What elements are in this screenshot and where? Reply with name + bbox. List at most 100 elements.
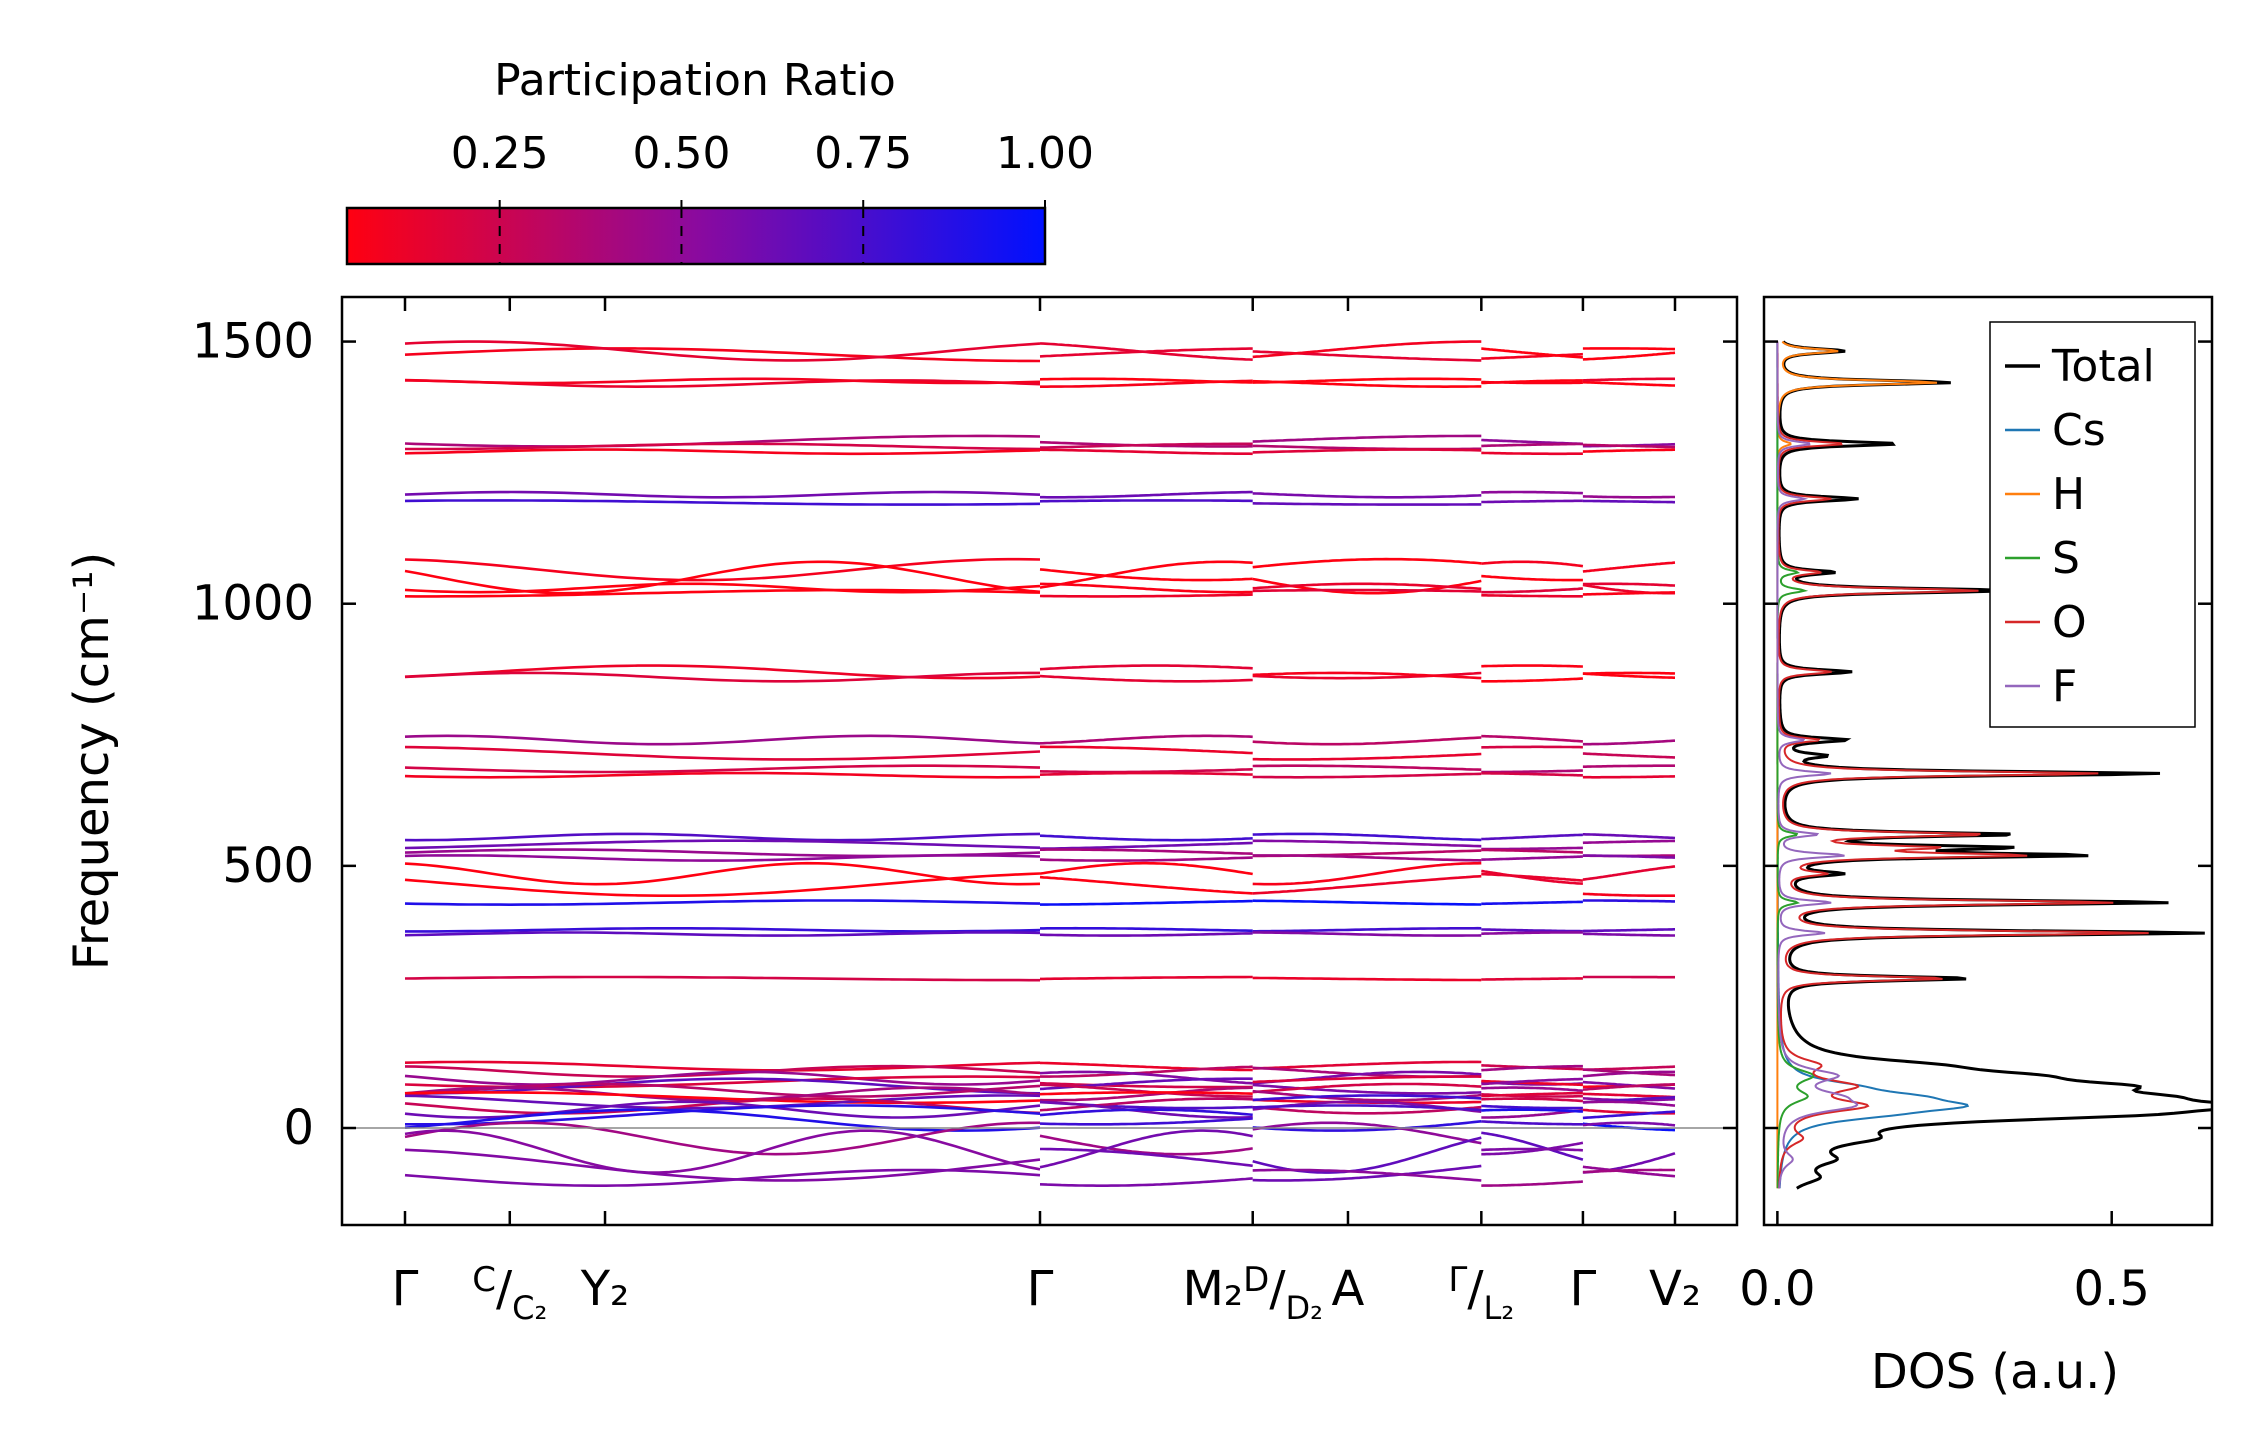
phonon-band [1481,560,1584,568]
phonon-band [1252,926,1482,933]
phonon-band [1481,380,1583,385]
colorbar-title: Participation Ratio [494,55,896,106]
phonon-band [1039,1086,1253,1102]
y-tick-label: 0 [283,1100,314,1156]
colorbar-tick-label: 0.25 [451,128,549,179]
phonon-band [1039,448,1253,456]
phonon-band [1582,1165,1676,1178]
phonon-band [1040,848,1253,855]
phonon-band [404,1129,1041,1174]
phonon-band [1481,1141,1584,1156]
colorbar-tick-label: 1.00 [996,128,1094,179]
phonon-band [1582,775,1676,779]
phonon-band [1252,502,1482,506]
phonon-band [1582,764,1675,768]
phonon-band [1039,568,1253,582]
legend-label: Cs [2052,405,2106,456]
phonon-band [404,745,1041,761]
phonon-band [1481,977,1583,981]
phonon-band [1582,752,1675,759]
phonon-band [1481,872,1583,882]
phonon-band [404,671,1040,683]
legend-label: S [2052,533,2080,584]
phonon-band [1481,451,1583,456]
phonon-band [1252,448,1482,454]
phonon-band [1582,1110,1676,1120]
phonon-band [404,1148,1041,1182]
phonon-band [1252,1120,1482,1132]
phonon-band [1582,443,1675,449]
k-point-label: Y₂ [580,1261,630,1317]
phonon-band [1039,674,1253,683]
phonon-band [1582,1092,1676,1099]
phonon-band [1252,736,1482,746]
phonon-band [1481,734,1583,743]
phonon-band [1040,926,1253,932]
phonon-band [1252,377,1482,384]
phonon-band [1582,582,1676,587]
dos-curve-o [1776,341,2149,1189]
legend-label: F [2052,661,2077,712]
phonon-band [404,771,1041,779]
phonon-band [1252,772,1482,779]
phonon-band [1039,1117,1253,1126]
phonon-band [404,1070,1041,1086]
phonon-band [1039,856,1253,862]
phonon-band [1039,834,1253,842]
phonon-band [1039,1091,1253,1096]
phonon-band [404,832,1041,842]
phonon-band [1481,1086,1584,1093]
phonon-band [1582,347,1675,351]
phonon-band [1252,839,1482,848]
y-tick-label: 1500 [192,314,314,370]
phonon-band [1040,899,1253,906]
phonon-band [1039,768,1253,774]
k-point-label: Γ/L₂ [1448,1260,1514,1327]
phonon-band [404,899,1041,907]
phonon-band [1039,841,1253,850]
phonon-band [1481,1180,1584,1187]
phonon-band [404,499,1041,506]
phonon-band [1039,499,1253,503]
phonon-band [1040,582,1253,594]
k-point-label: M₂D/D₂ [1182,1260,1322,1327]
phonon-band [1481,1108,1583,1113]
phonon-band [1582,833,1676,840]
phonon-band [404,1121,1040,1156]
phonon-band [1252,1083,1482,1095]
dos-x-axis-label: DOS (a.u.) [1871,1344,2119,1400]
phonon-band [1039,1129,1253,1169]
phonon-band [1039,664,1253,671]
phonon-band [1481,833,1583,841]
phonon-band [1481,1108,1584,1119]
phonon-band [1481,769,1583,774]
phonon-band [1481,574,1583,582]
phonon-band [1582,561,1676,573]
phonon-band [1252,1060,1482,1070]
phonon-band [1040,975,1253,981]
colorbar-ticks: 0.25 0.50 0.75 1.00 [451,128,1094,264]
phonon-band [1481,900,1583,906]
phonon-band [1252,434,1482,443]
phonon-band [1481,771,1583,777]
phonon-band [404,734,1041,746]
y-tick-label: 1000 [192,576,314,632]
phonon-band [404,347,1041,363]
phonon-band [1582,854,1675,859]
phonon-band [1582,380,1676,387]
phonon-band [404,872,1041,897]
phonon-band [1040,745,1253,755]
phonon-band [404,588,1041,598]
k-point-label: C/C₂ [472,1260,547,1327]
phonon-band [1039,1108,1253,1117]
phonon-band [1252,764,1482,771]
dos-x-tick-label: 0.5 [2074,1261,2150,1317]
phonon-band [1582,377,1675,382]
phonon-band [1039,593,1253,598]
phonon-band [1252,874,1482,895]
phonon-band [1252,1164,1482,1182]
phonon-band [1252,1089,1482,1102]
phonon-band [404,1086,1041,1102]
k-point-label: V₂ [1649,1261,1701,1317]
